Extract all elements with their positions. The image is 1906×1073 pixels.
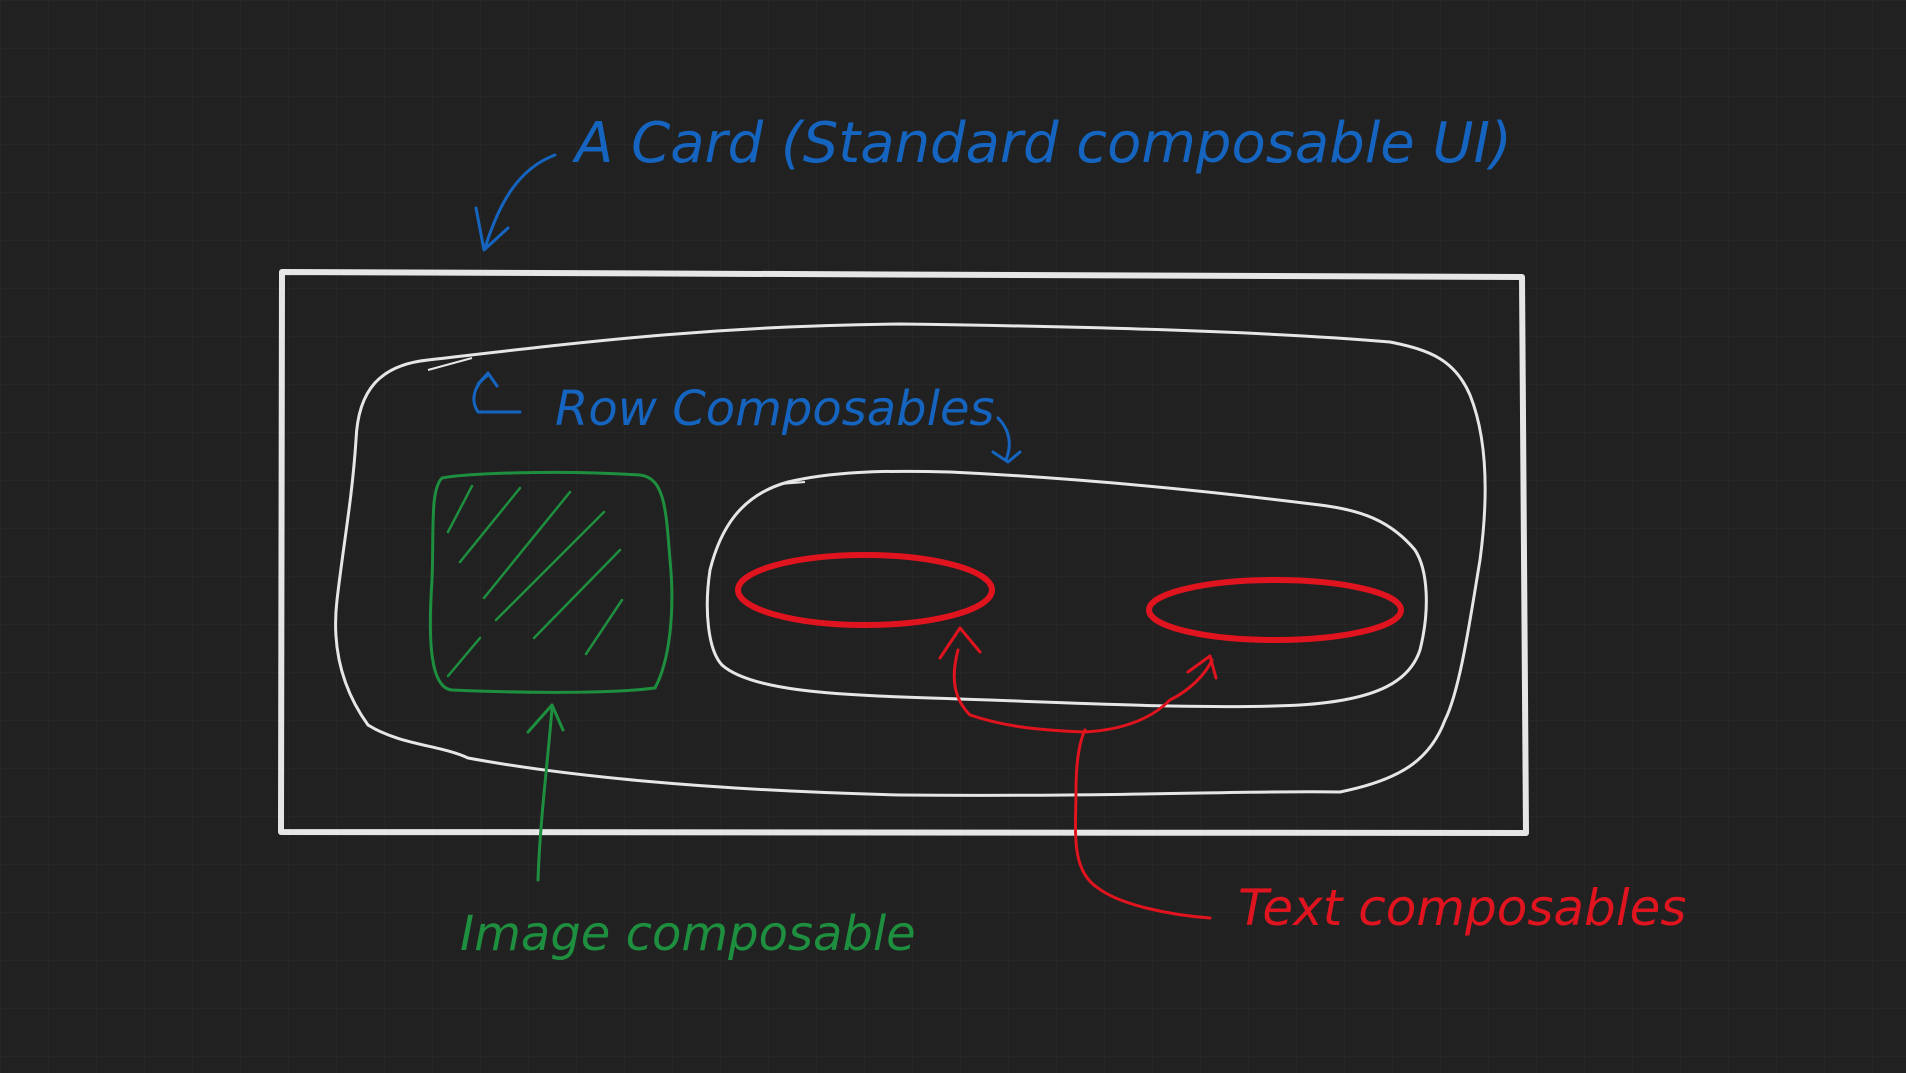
row-arrow-left xyxy=(472,371,522,414)
text-ellipse-1 xyxy=(735,552,995,628)
text-label: Text composables xyxy=(1238,879,1686,937)
text-arrows xyxy=(938,626,1218,920)
image-label: Image composable xyxy=(460,906,916,962)
card-arrow xyxy=(474,153,557,252)
row-label: Row Composables xyxy=(555,381,994,437)
image-arrow xyxy=(526,703,565,882)
card-label: A Card (Standard composable UI) xyxy=(572,111,1512,176)
image-placeholder xyxy=(428,470,674,694)
card-outline xyxy=(278,269,1529,836)
text-ellipse-2 xyxy=(1146,577,1404,643)
row-outline xyxy=(334,322,1487,797)
text-row-outline xyxy=(705,469,1428,709)
row-arrow-right xyxy=(991,416,1022,464)
